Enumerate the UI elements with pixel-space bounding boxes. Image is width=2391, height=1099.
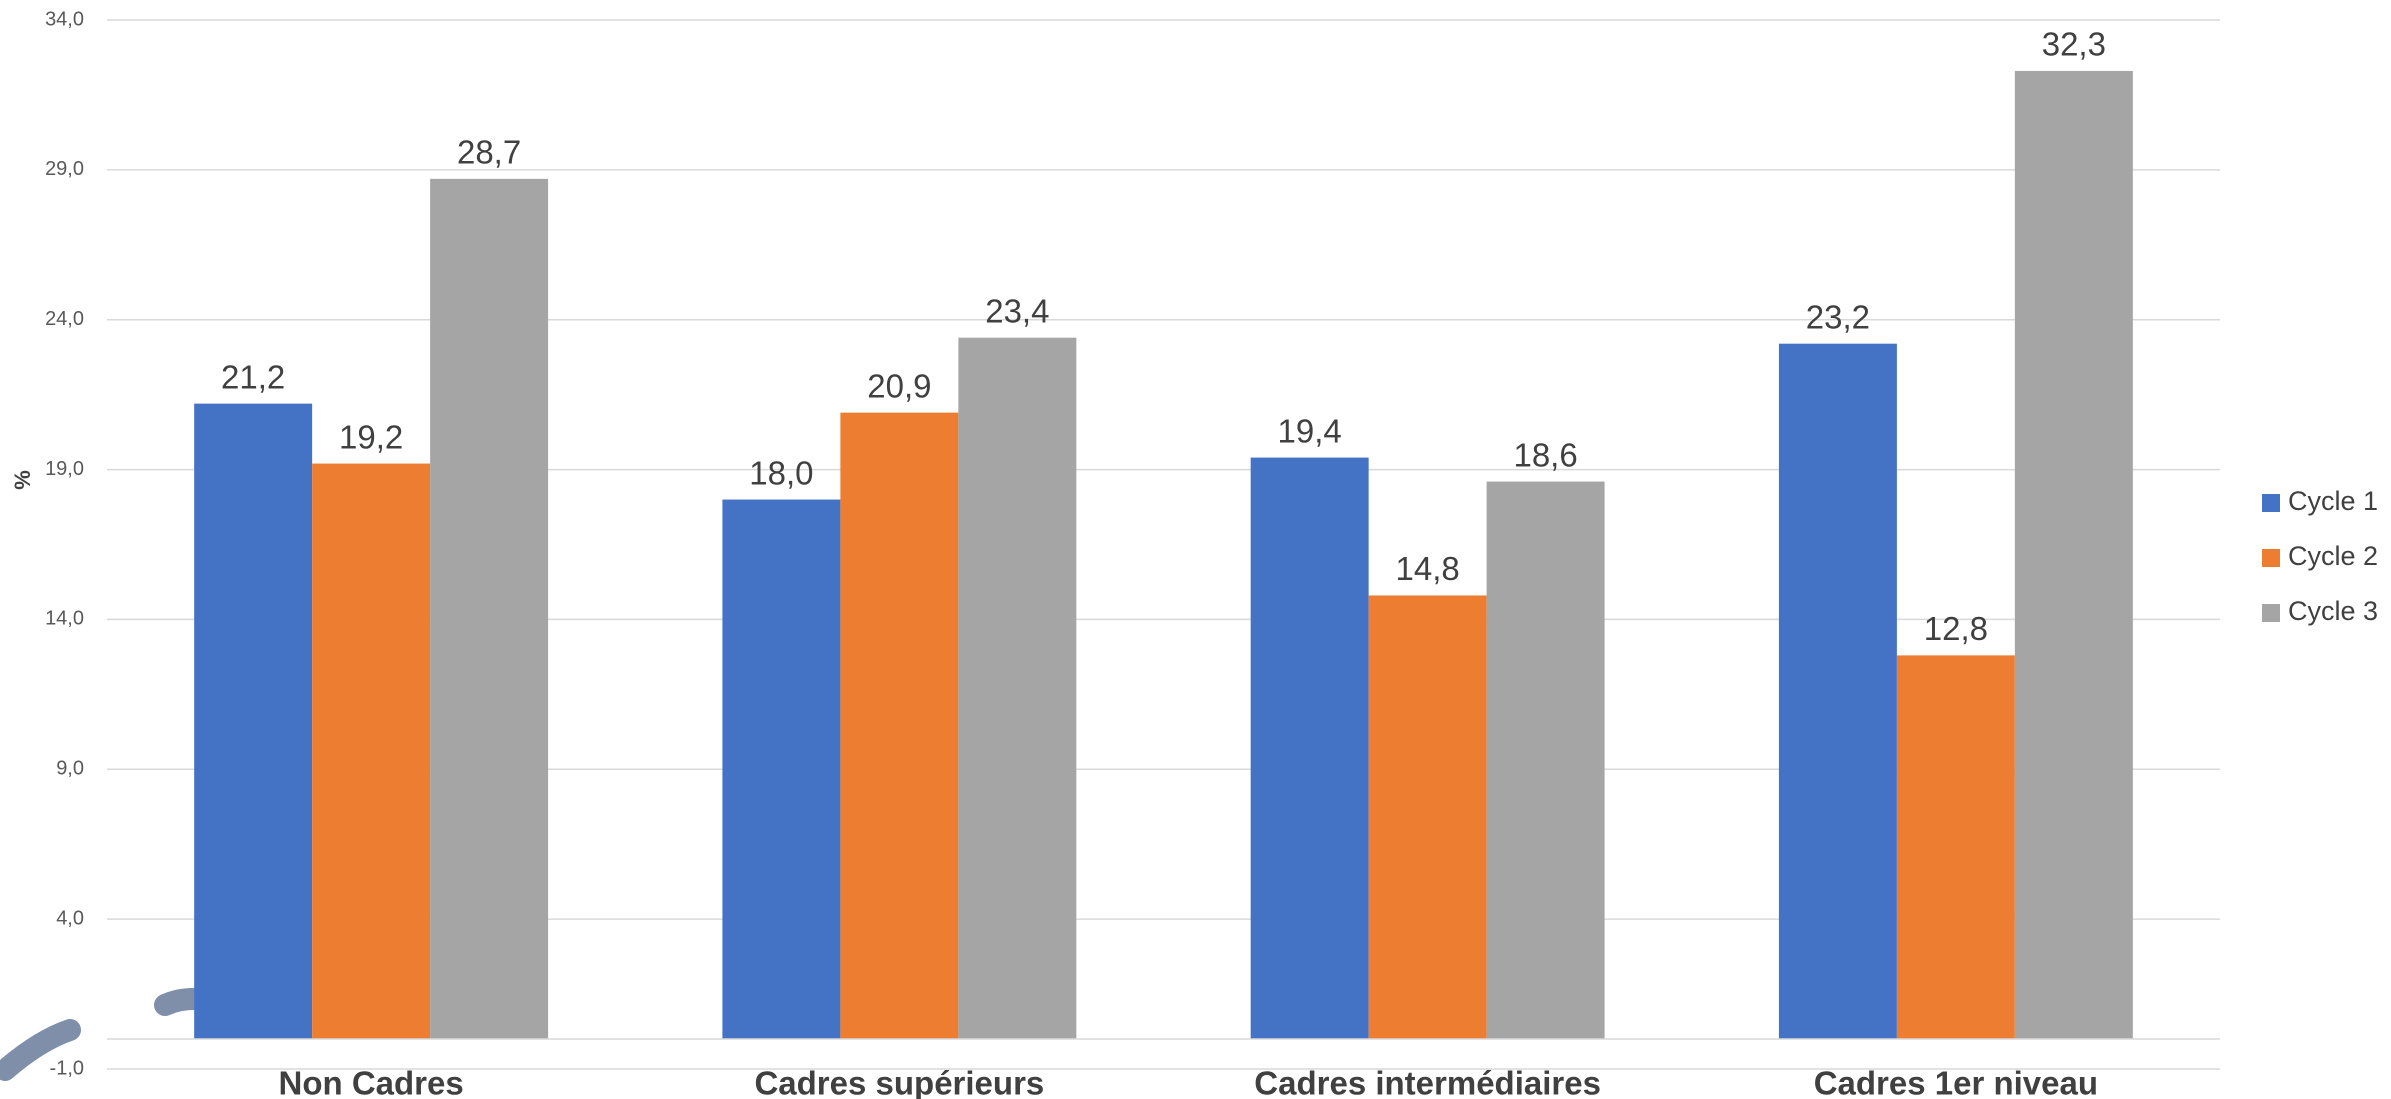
legend-swatch — [2262, 494, 2280, 512]
bar — [1368, 595, 1487, 1040]
bar — [312, 463, 431, 1040]
bar — [2014, 70, 2133, 1040]
bar — [1486, 481, 1605, 1040]
data-label: 21,2 — [221, 358, 285, 395]
y-axis-label: % — [10, 470, 35, 490]
y-tick-label: 24,0 — [45, 308, 84, 330]
data-label: 19,4 — [1278, 412, 1342, 449]
x-tick-label: Cadres intermédiaires — [1254, 1065, 1601, 1099]
data-label: 12,8 — [1924, 610, 1988, 647]
y-tick-label: -1,0 — [50, 1057, 84, 1079]
y-tick-label: 9,0 — [56, 758, 84, 780]
bar — [430, 178, 549, 1040]
bar — [1778, 343, 1897, 1040]
data-label: 28,7 — [457, 134, 521, 171]
bar — [1896, 655, 2015, 1040]
x-tick-label: Cadres supérieurs — [754, 1065, 1044, 1099]
y-tick-label: 19,0 — [45, 458, 84, 480]
legend-swatch — [2262, 549, 2280, 567]
legend-swatch — [2262, 604, 2280, 622]
data-label: 23,4 — [985, 292, 1049, 329]
legend-label: Cycle 1 — [2288, 486, 2378, 516]
bar — [1250, 457, 1369, 1040]
y-tick-label: 4,0 — [56, 907, 84, 929]
legend-label: Cycle 2 — [2288, 541, 2378, 571]
bar — [722, 499, 841, 1040]
y-tick-label: 14,0 — [45, 608, 84, 630]
x-tick-label: Non Cadres — [279, 1065, 464, 1099]
y-tick-label: 34,0 — [45, 8, 84, 30]
decoration — [0, 987, 211, 1081]
bar — [194, 403, 313, 1040]
data-label: 19,2 — [339, 418, 403, 455]
data-label: 20,9 — [867, 367, 931, 404]
x-tick-label: Cadres 1er niveau — [1814, 1065, 2098, 1099]
legend-label: Cycle 3 — [2288, 596, 2378, 626]
data-label: 23,2 — [1806, 298, 1870, 335]
data-label: 18,0 — [749, 454, 813, 491]
bar — [958, 337, 1077, 1040]
bar — [840, 412, 959, 1040]
data-label: 18,6 — [1513, 436, 1577, 473]
data-label: 32,3 — [2042, 26, 2106, 63]
y-tick-label: 29,0 — [45, 158, 84, 180]
data-label: 14,8 — [1396, 550, 1460, 587]
